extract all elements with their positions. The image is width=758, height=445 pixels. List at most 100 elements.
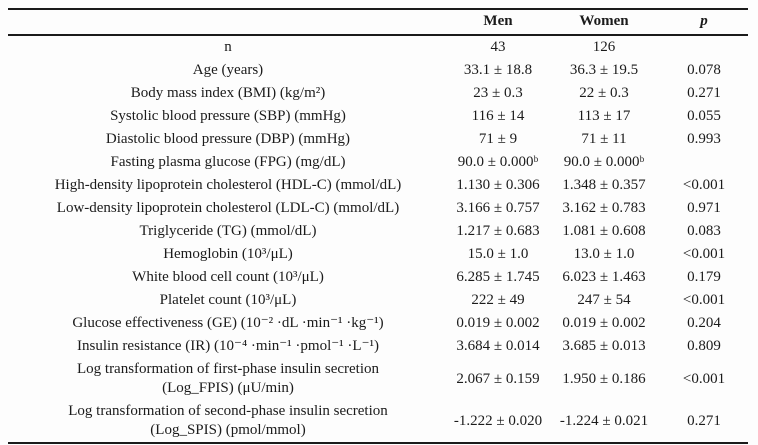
row-label: Age (years) [192, 62, 264, 78]
table-row-sbp: Systolic blood pressure (SBP) (mmHg) 116… [8, 105, 748, 128]
women-value: 3.162 ± 0.783 [562, 200, 646, 216]
row-label: Triglyceride (TG) (mmol/dL) [139, 223, 317, 239]
men-value: 3.166 ± 0.757 [456, 200, 540, 216]
summary-table: Men Women p n 43 126 Age (years) 33.1 ± … [8, 8, 748, 444]
women-value: -1.224 ± 0.021 [548, 400, 660, 444]
men-value: 6.285 ± 1.745 [456, 269, 540, 285]
table-body: n 43 126 Age (years) 33.1 ± 18.8 36.3 ± … [8, 35, 748, 444]
women-value: 0.019 ± 0.002 [562, 315, 646, 331]
p-value: 0.971 [687, 200, 721, 216]
p-value: 0.271 [660, 400, 748, 444]
men-value: 1.217 ± 0.683 [456, 223, 540, 239]
table-row-hemoglobin: Hemoglobin (10³/μL) 15.0 ± 1.0 13.0 ± 1.… [8, 243, 748, 266]
men-value: 90.0 ± 0.000ᵇ [457, 154, 539, 170]
row-label-cell: Log transformation of second-phase insul… [8, 400, 448, 444]
col-header-men: Men [448, 8, 548, 36]
row-label: Low-density lipoprotein cholesterol (LDL… [56, 200, 400, 216]
col-header-p: p [660, 8, 748, 36]
row-label: White blood cell count (10³/μL) [132, 269, 324, 285]
table-row-wbc: White blood cell count (10³/μL) 6.285 ± … [8, 266, 748, 289]
men-value: 71 ± 9 [478, 131, 518, 147]
men-value: 3.684 ± 0.014 [456, 338, 540, 354]
row-label-cell: Triglyceride (TG) (mmol/dL) [8, 220, 448, 243]
women-value: 126 [592, 39, 616, 55]
row-label-cell: Diastolic blood pressure (DBP) (mmHg) [8, 128, 448, 151]
p-value: 0.179 [687, 269, 721, 285]
table-row-ge: Glucose effectiveness (GE) (10⁻² ·dL ·mi… [8, 312, 748, 335]
row-label-cell: Glucose effectiveness (GE) (10⁻² ·dL ·mi… [8, 312, 448, 335]
table-row-dbp: Diastolic blood pressure (DBP) (mmHg) 71… [8, 128, 748, 151]
row-label-line2: (Log_FPIS) (μU/min) [162, 380, 294, 396]
men-value: 23 ± 0.3 [473, 85, 523, 101]
p-value [660, 35, 748, 59]
women-value: 1.348 ± 0.357 [562, 177, 646, 193]
row-label: Hemoglobin (10³/μL) [163, 246, 293, 262]
row-label-line2: (Log_SPIS) (pmol/mmol) [150, 422, 306, 438]
row-label: Fasting plasma glucose (FPG) (mg/dL) [110, 154, 346, 170]
table-row-log-spis: Log transformation of second-phase insul… [8, 400, 748, 444]
table-row-age: Age (years) 33.1 ± 18.8 36.3 ± 19.5 0.07… [8, 59, 748, 82]
women-value: 13.0 ± 1.0 [573, 246, 635, 262]
men-value: 33.1 ± 18.8 [463, 62, 533, 78]
men-value: -1.222 ± 0.020 [448, 400, 548, 444]
col-header-variable [8, 8, 448, 36]
row-label: n [224, 39, 232, 55]
p-value: <0.001 [682, 246, 726, 262]
p-value [660, 151, 748, 174]
men-value: 222 ± 49 [471, 292, 525, 308]
women-value: 90.0 ± 0.000ᵇ [563, 154, 645, 170]
table-row-n: n 43 126 [8, 35, 748, 59]
men-value: 116 ± 14 [471, 108, 525, 124]
row-label-cell: Hemoglobin (10³/μL) [8, 243, 448, 266]
row-label: Glucose effectiveness (GE) (10⁻² ·dL ·mi… [72, 315, 384, 331]
row-label: Log transformation of second-phase insul… [68, 403, 388, 419]
men-value: 43 [490, 39, 506, 55]
p-value: 0.993 [687, 131, 721, 147]
row-label-cell: Platelet count (10³/μL) [8, 289, 448, 312]
table-row-platelet: Platelet count (10³/μL) 222 ± 49 247 ± 5… [8, 289, 748, 312]
table-row-ldl: Low-density lipoprotein cholesterol (LDL… [8, 197, 748, 220]
men-value: 0.019 ± 0.002 [456, 315, 540, 331]
row-label: Body mass index (BMI) (kg/m²) [130, 85, 326, 101]
row-label-cell: High-density lipoprotein cholesterol (HD… [8, 174, 448, 197]
p-value: 0.083 [687, 223, 721, 239]
women-value: 1.950 ± 0.186 [562, 370, 646, 387]
women-value: 113 ± 17 [577, 108, 631, 124]
women-value: 71 ± 11 [581, 131, 627, 147]
p-value: 0.809 [687, 338, 721, 354]
p-value: 0.078 [687, 62, 721, 78]
row-label: Insulin resistance (IR) (10⁻⁴ ·min⁻¹ ·pm… [77, 338, 379, 354]
row-label: Diastolic blood pressure (DBP) (mmHg) [105, 131, 351, 147]
table-row-fpg: Fasting plasma glucose (FPG) (mg/dL) 90.… [8, 151, 748, 174]
women-value: 22 ± 0.3 [579, 85, 629, 101]
table-row-hdl: High-density lipoprotein cholesterol (HD… [8, 174, 748, 197]
men-value: 2.067 ± 0.159 [456, 370, 540, 387]
row-label-cell: n [8, 35, 448, 59]
row-label-cell: Low-density lipoprotein cholesterol (LDL… [8, 197, 448, 220]
row-label-cell: Log transformation of first-phase insuli… [8, 358, 448, 400]
women-value: 6.023 ± 1.463 [562, 269, 646, 285]
row-label-cell: Body mass index (BMI) (kg/m²) [8, 82, 448, 105]
table-row-tg: Triglyceride (TG) (mmol/dL) 1.217 ± 0.68… [8, 220, 748, 243]
table-header: Men Women p [8, 8, 748, 36]
table-row-bmi: Body mass index (BMI) (kg/m²) 23 ± 0.3 2… [8, 82, 748, 105]
women-value: 36.3 ± 19.5 [569, 62, 639, 78]
table-row-log-fpis: Log transformation of first-phase insuli… [8, 358, 748, 400]
row-label: Log transformation of first-phase insuli… [76, 361, 379, 377]
col-header-women: Women [548, 8, 660, 36]
row-label-cell: Insulin resistance (IR) (10⁻⁴ ·min⁻¹ ·pm… [8, 335, 448, 358]
table-header-row: Men Women p [8, 8, 748, 36]
row-label: Systolic blood pressure (SBP) (mmHg) [110, 108, 346, 124]
men-value: 1.130 ± 0.306 [456, 177, 540, 193]
row-label: High-density lipoprotein cholesterol (HD… [54, 177, 402, 193]
p-value: <0.001 [682, 292, 726, 308]
table-row-ir: Insulin resistance (IR) (10⁻⁴ ·min⁻¹ ·pm… [8, 335, 748, 358]
p-value: 0.204 [687, 315, 721, 331]
women-value: 247 ± 54 [577, 292, 631, 308]
women-value: 1.081 ± 0.608 [562, 223, 646, 239]
p-value: 0.271 [687, 85, 721, 101]
row-label-cell: Systolic blood pressure (SBP) (mmHg) [8, 105, 448, 128]
row-label-cell: Fasting plasma glucose (FPG) (mg/dL) [8, 151, 448, 174]
men-value: 15.0 ± 1.0 [467, 246, 529, 262]
